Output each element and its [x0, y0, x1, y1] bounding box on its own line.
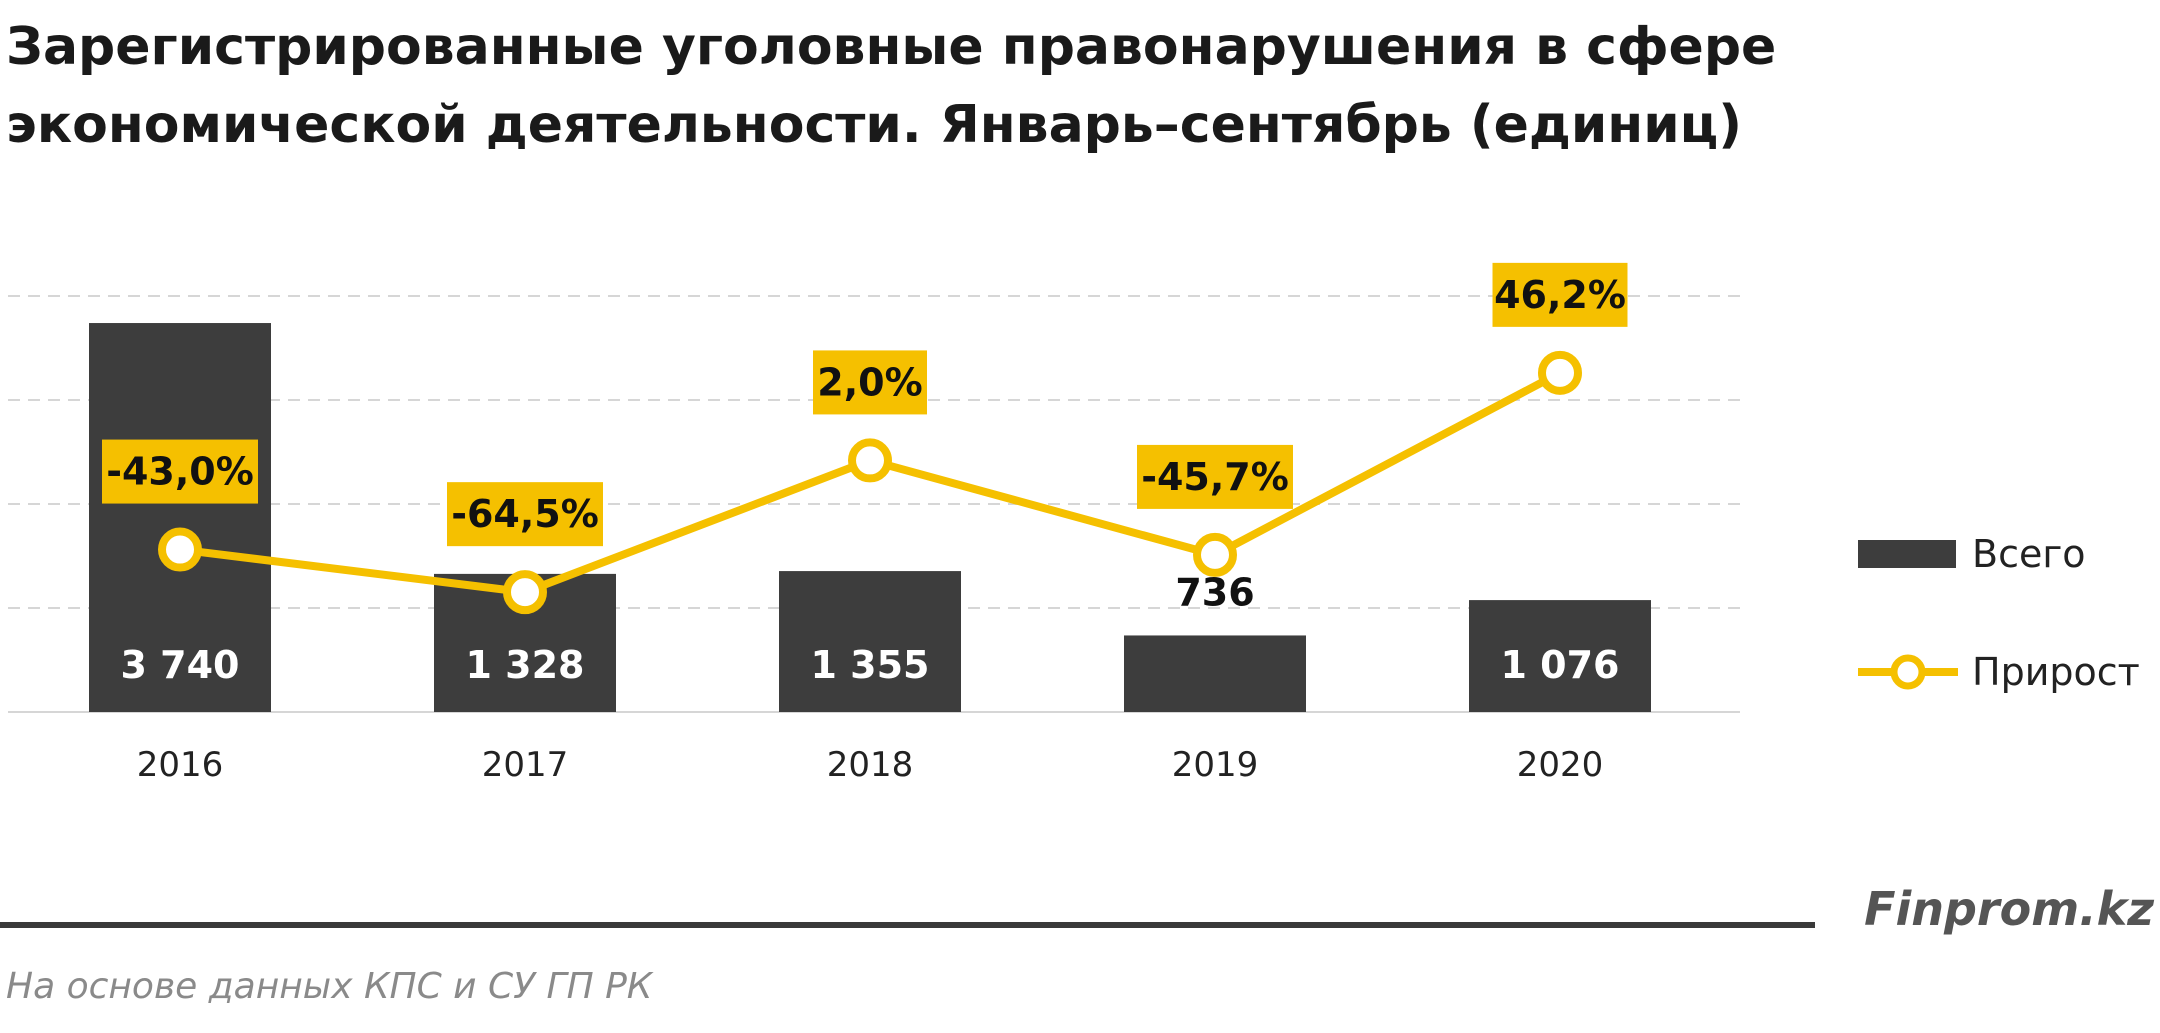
growth-data-label: -43,0%: [106, 450, 254, 494]
combo-chart: 3 740 1 328 1 355 736 1 076 -43,0% -64,5% 2,0%…: [8, 262, 2140, 785]
bar-value-label: 1 328: [466, 643, 585, 687]
growth-point-2017: [503, 570, 547, 615]
growth-point-2016: [158, 527, 202, 572]
growth-data-label: -45,7%: [1141, 455, 1289, 499]
chart-title-line-1: Зарегистрированные уголовные правонаруше…: [6, 17, 1777, 77]
growth-label-box: [447, 482, 603, 547]
line-series-growth: -43,0% -64,5% 2,0% -45,7% 46,2%: [102, 262, 1628, 615]
legend-swatch-growth-marker: [1890, 654, 1926, 690]
legend-label-total: Всего: [1972, 532, 2086, 576]
bar-2016: [89, 323, 271, 712]
legend-label-growth: Прирост: [1972, 650, 2140, 694]
growth-point-2019: [1193, 532, 1237, 577]
growth-label-box: [1137, 444, 1293, 509]
chart-title-line-2: экономической деятельности. Январь–сентя…: [6, 95, 1742, 155]
bar-value-label: 1 076: [1501, 643, 1620, 687]
footer-divider: [0, 922, 1815, 928]
growth-label-box: [813, 350, 927, 415]
x-tick-label: 2018: [827, 745, 914, 785]
growth-point-2018: [848, 438, 892, 483]
x-tick-label: 2017: [482, 745, 569, 785]
brand-logo-text: Finprom.kz: [1864, 882, 2154, 936]
bar-2018: [779, 571, 961, 712]
bar-value-label: 3 740: [121, 643, 240, 687]
legend-swatch-total: [1858, 540, 1956, 568]
growth-data-label: 46,2%: [1494, 273, 1626, 317]
bar-value-label: 736: [1175, 570, 1254, 614]
growth-data-label: -64,5%: [451, 492, 599, 536]
bar-value-label: 1 355: [811, 643, 930, 687]
growth-data-label: 2,0%: [817, 360, 922, 404]
growth-label-box: [1492, 262, 1628, 327]
growth-point-2020: [1538, 350, 1582, 395]
chart-title: Зарегистрированные уголовные правонаруше…: [6, 8, 1906, 164]
bar-2019: [1124, 635, 1306, 712]
legend: Всего Прирост: [1858, 532, 2140, 694]
growth-label-box: [102, 439, 258, 504]
x-tick-label: 2016: [137, 745, 224, 785]
x-tick-label: 2019: [1172, 745, 1259, 785]
x-axis: 2016 2017 2018 2019 2020: [137, 745, 1604, 785]
bar-2020: [1469, 600, 1651, 712]
bar-series-total: 3 740 1 328 1 355 736 1 076: [89, 323, 1651, 712]
source-note: На основе данных КПС и СУ ГП РК: [6, 966, 653, 1007]
x-tick-label: 2020: [1517, 745, 1604, 785]
